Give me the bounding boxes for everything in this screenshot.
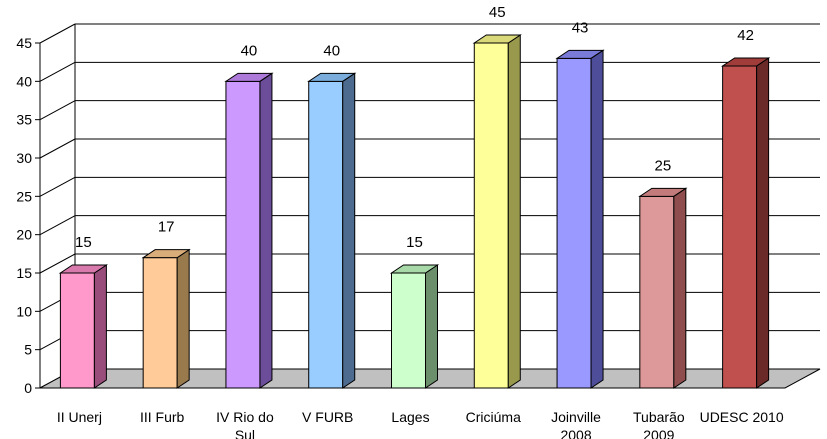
grid-connector — [39, 253, 76, 274]
category-label: II Unerj — [57, 409, 102, 425]
bar — [472, 34, 522, 389]
data-label: 15 — [75, 234, 92, 251]
grid-connector — [39, 100, 76, 121]
data-label: 43 — [572, 19, 589, 36]
bars — [58, 34, 771, 389]
y-tick-label: 35 — [16, 112, 32, 128]
bar-side — [342, 72, 356, 389]
data-label: 40 — [241, 42, 258, 59]
bar-top — [224, 72, 274, 82]
y-tick-label: 5 — [24, 342, 32, 358]
data-labels: 15 17 40 40 15 45 43 25 42 — [75, 4, 754, 251]
grid-connector — [39, 176, 76, 197]
y-tick-label: 10 — [16, 303, 32, 319]
bar — [141, 248, 191, 389]
bar-top — [720, 57, 771, 67]
bar-front — [308, 80, 344, 389]
bar — [638, 187, 688, 389]
bar-side — [590, 49, 604, 389]
bar-side — [259, 72, 273, 389]
bar-front — [225, 80, 261, 389]
y-tick-label: 40 — [16, 73, 32, 89]
category-label: Lages — [391, 409, 429, 425]
category-label: III Furb — [140, 409, 185, 425]
y-tick-label: 15 — [16, 265, 32, 281]
bar-top — [389, 264, 440, 274]
bar — [224, 72, 274, 389]
category-label: UDESC 2010 — [700, 409, 784, 425]
category-label: Tubarão 2009 — [633, 409, 685, 439]
bar-front — [142, 257, 178, 389]
bar-front — [59, 272, 95, 389]
data-label: 40 — [323, 42, 340, 59]
category-label: Joinville 2008 — [551, 409, 601, 439]
bar-side — [673, 187, 687, 389]
bar-top — [555, 49, 605, 59]
gridlines — [39, 23, 820, 389]
category-label: IV Rio do Sul — [216, 409, 274, 439]
bar-front — [391, 272, 426, 389]
bar — [720, 57, 771, 389]
bar-front — [473, 42, 509, 389]
y-tick-label: 30 — [16, 150, 32, 166]
category-label: Criciúma — [466, 409, 521, 425]
bar-top — [141, 249, 191, 259]
bar — [389, 264, 440, 389]
bar-top — [307, 72, 357, 82]
data-label: 42 — [737, 27, 754, 44]
grid-connector — [39, 61, 76, 82]
data-label: 17 — [158, 219, 175, 236]
bar — [555, 49, 605, 389]
data-label: 25 — [654, 157, 671, 174]
y-tick-label: 20 — [16, 227, 32, 243]
y-tick-label: 45 — [16, 35, 32, 51]
data-label: 15 — [406, 234, 423, 251]
bar — [58, 264, 109, 389]
data-label: 45 — [489, 4, 506, 21]
bar-side — [176, 248, 190, 389]
bar-top — [472, 34, 522, 44]
bar-side — [756, 57, 770, 389]
y-tick-label: 0 — [24, 380, 32, 396]
bar-side — [507, 34, 521, 389]
bar-front — [722, 65, 758, 389]
category-label: V FURB — [302, 409, 353, 425]
bar-side — [425, 264, 438, 389]
bar-side — [93, 264, 107, 389]
bar-front — [556, 57, 592, 389]
grid-connector — [39, 138, 76, 159]
category-labels: II Unerj III Furb IV Rio do Sul V FURB Lages C… — [57, 409, 784, 439]
bar-top — [58, 264, 109, 274]
grid-connector — [39, 215, 76, 236]
bar-top — [638, 187, 688, 197]
grid-connector — [39, 23, 76, 44]
bar-front — [639, 195, 675, 389]
y-tick-label: 25 — [16, 188, 32, 204]
bar — [307, 72, 357, 389]
